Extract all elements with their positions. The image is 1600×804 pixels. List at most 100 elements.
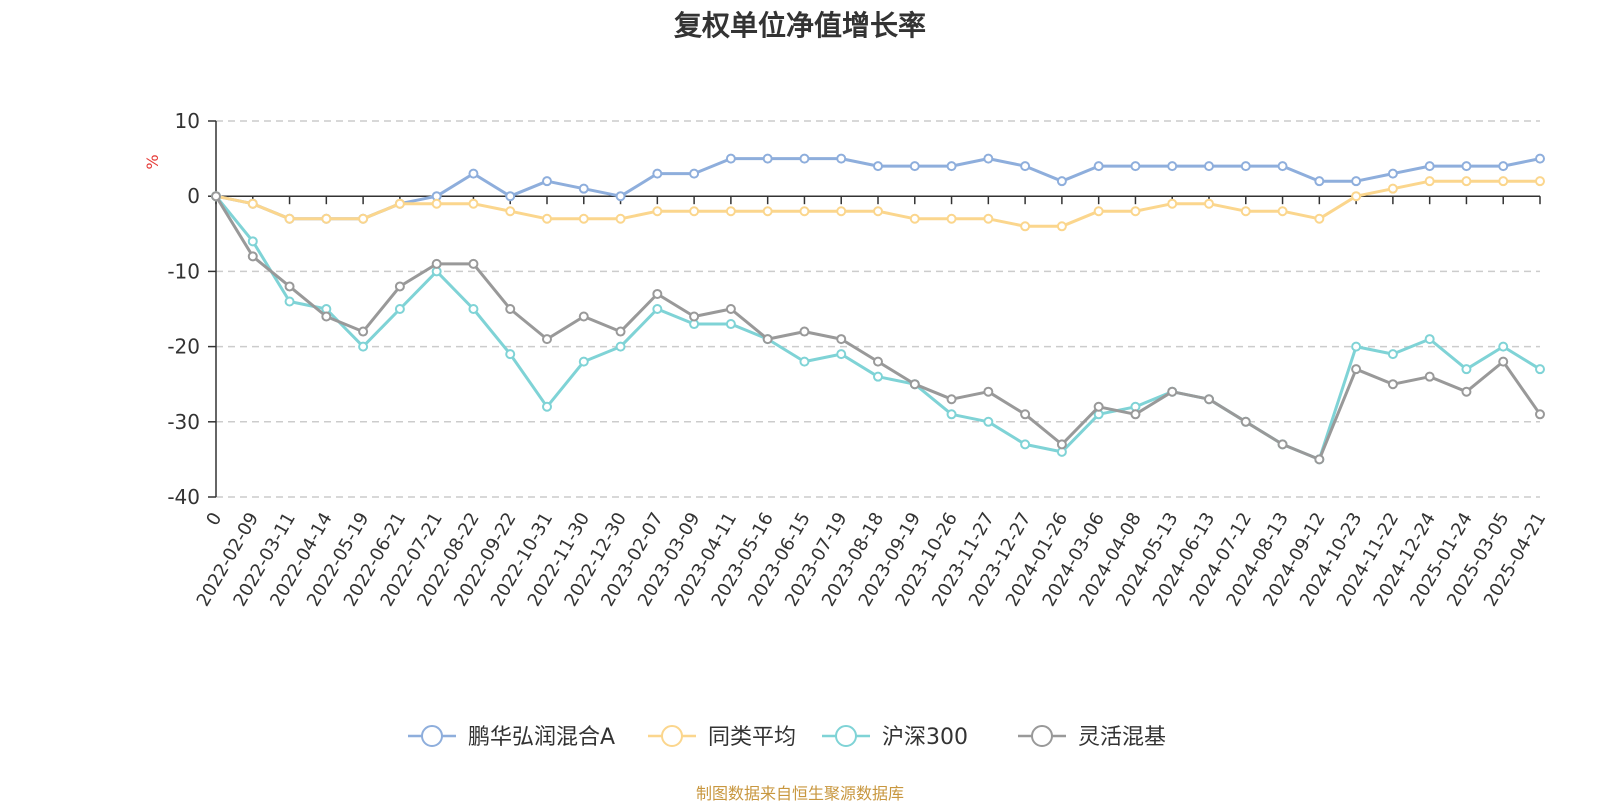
data-point [1277,206,1288,217]
data-point [542,401,552,412]
data-point [284,296,295,307]
data-point [689,311,700,322]
data-point [468,168,479,179]
data-point [983,386,994,397]
data-point [1167,198,1178,209]
data-point [284,281,295,292]
data-point [652,288,663,299]
data-point [1461,386,1472,397]
data-point [1424,176,1435,187]
data-point [394,304,405,314]
data-point [1056,439,1067,450]
legend-swatch-marker [1031,725,1053,747]
y-axis-unit-label: % [143,154,162,169]
data-point [1535,409,1545,420]
data-point [946,394,957,405]
data-point [505,349,516,360]
data-point [689,168,700,179]
data-point [799,206,810,217]
legend-label: 灵活混基 [1078,725,1166,750]
data-point [394,198,405,209]
data-point [468,304,479,314]
data-point [578,356,589,367]
data-point [1387,349,1398,360]
series-group [211,191,1545,465]
data-point [431,198,442,209]
legend-label: 沪深300 [882,725,968,750]
data-point [689,206,700,217]
data-point [762,334,773,345]
data-point [983,213,994,224]
data-point [1020,161,1031,172]
data-point [247,236,258,247]
data-point [1277,439,1288,450]
x-tick-label: 0 [202,509,226,529]
data-point [1130,409,1141,420]
grid-lines [216,120,1540,498]
data-point [1020,439,1031,450]
data-point [1535,153,1545,164]
data-point [1498,161,1509,172]
data-point [505,191,516,202]
data-point [762,206,773,217]
y-tick-label: 0 [187,184,200,208]
data-point [284,213,295,224]
data-point [578,311,589,322]
legend-item[interactable]: 鹏华弘润混合A [408,725,615,750]
data-point [1535,364,1545,375]
data-point [1351,176,1362,187]
data-point [1314,454,1325,465]
y-tick-label: -40 [167,485,200,509]
data-point [394,281,405,292]
data-point [873,356,883,367]
data-point [247,251,258,262]
data-point [1130,161,1141,172]
data-point [431,258,442,269]
data-point [983,416,994,427]
data-point [1204,161,1214,172]
data-point [1461,176,1472,187]
data-point [358,213,369,224]
data-point [1387,183,1398,194]
data-point [615,326,626,337]
data-point [836,153,847,164]
series-line [214,195,1541,461]
data-point [1204,394,1214,405]
data-point [1204,198,1214,209]
data-point [1056,221,1067,232]
data-point [946,409,957,420]
data-point [1167,386,1178,397]
data-point [725,319,736,330]
data-point [578,183,589,194]
legend-label: 鹏华弘润混合A [468,725,615,750]
data-point [1498,341,1509,352]
legend-item[interactable]: 沪深300 [822,725,968,750]
data-point [1093,161,1104,172]
data-point [1130,206,1141,217]
data-point [615,213,626,224]
data-point [1056,176,1067,187]
data-point [358,326,369,337]
data-point [725,304,736,314]
y-tick-label: -20 [167,335,200,359]
data-point [762,153,773,164]
data-point [1093,401,1104,412]
data-point [836,349,847,360]
data-point [799,153,810,164]
data-point [1240,416,1251,427]
data-point [542,176,552,187]
data-point [1461,364,1472,375]
data-point [725,206,736,217]
legend-swatch-marker [421,725,443,747]
data-source-note: 制图数据来自恒生聚源数据库 [695,784,904,803]
legend-item[interactable]: 灵活混基 [1018,725,1166,750]
data-point [1351,364,1362,375]
series-lines [211,153,1545,465]
data-point [615,341,626,352]
data-point [505,304,516,314]
data-point [1351,191,1362,202]
series-line [214,195,1542,461]
legend-item[interactable]: 同类平均 [648,725,796,750]
y-tick-label: -10 [167,259,200,283]
